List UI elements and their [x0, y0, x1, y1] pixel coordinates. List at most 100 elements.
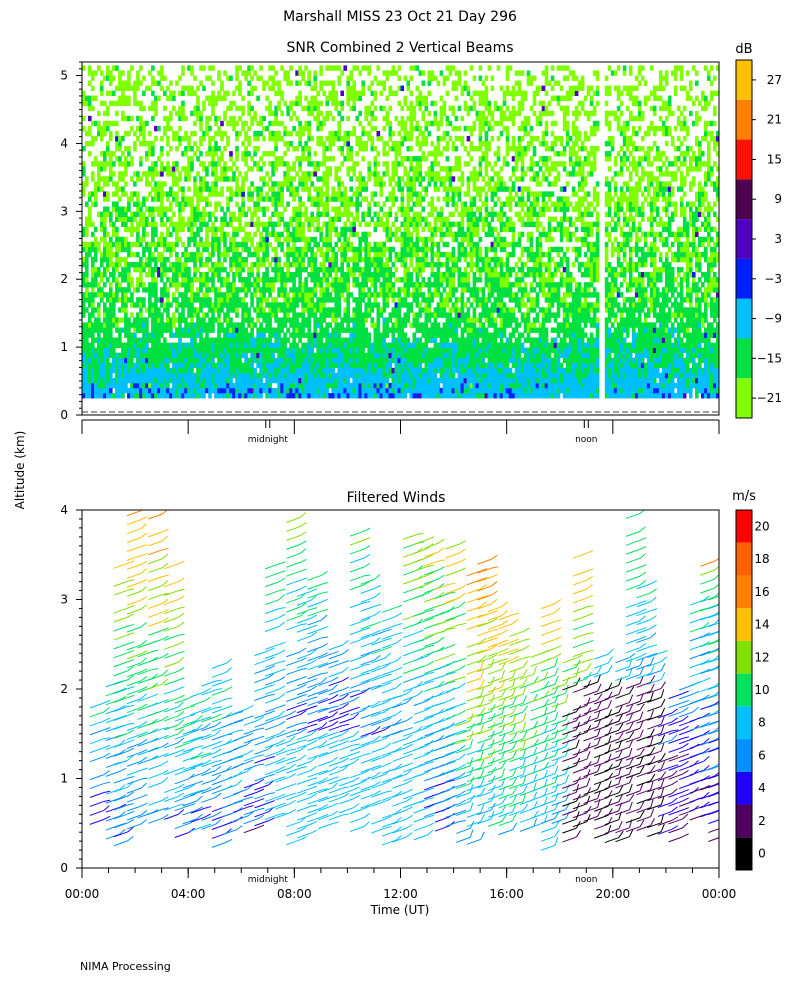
- snr-cell: [217, 292, 221, 298]
- snr-cell: [409, 105, 414, 112]
- snr-cell: [136, 262, 140, 268]
- snr-cell: [82, 256, 86, 263]
- snr-cell: [103, 151, 107, 157]
- snr-cell: [274, 115, 278, 122]
- snr-cell: [403, 282, 408, 288]
- snr-cell: [406, 226, 411, 233]
- snr-cell: [406, 342, 411, 348]
- snr-cell: [187, 156, 191, 162]
- snr-cell: [229, 362, 233, 369]
- snr-cell: [157, 236, 161, 243]
- snr-cell: [325, 393, 329, 399]
- snr-cell: [238, 206, 242, 212]
- snr-cell: [391, 372, 396, 379]
- snr-cell: [328, 272, 332, 278]
- snr-cell: [244, 327, 248, 333]
- snr-cell: [109, 80, 113, 86]
- snr-cell: [397, 292, 402, 298]
- snr-cell: [382, 277, 387, 283]
- snr-cell: [322, 362, 326, 369]
- snr-cell: [388, 357, 393, 364]
- snr-cell: [322, 191, 326, 197]
- snr-cell: [289, 382, 293, 389]
- snr-cell: [277, 307, 281, 313]
- snr-cell: [181, 85, 185, 91]
- snr-cell: [127, 85, 131, 91]
- snr-cell: [286, 251, 290, 258]
- snr-cell: [355, 90, 359, 96]
- snr-cell: [265, 241, 269, 248]
- snr-cell: [232, 251, 236, 258]
- snr-cell: [244, 70, 248, 76]
- snr-cell: [346, 312, 350, 318]
- snr-cell: [334, 312, 338, 318]
- snr-cell: [364, 105, 368, 112]
- snr-cell: [82, 372, 86, 379]
- snr-cell: [382, 105, 387, 112]
- snr-cell: [397, 337, 402, 343]
- snr-cell: [211, 231, 215, 238]
- snr-cell: [334, 342, 338, 348]
- snr-cell: [226, 307, 230, 313]
- snr-cell: [388, 292, 393, 298]
- snr-cell: [415, 287, 420, 293]
- snr-cell: [175, 136, 179, 142]
- snr-cell: [388, 282, 393, 288]
- snr-cell: [367, 393, 371, 399]
- snr-cell: [163, 337, 167, 343]
- snr-cell: [175, 287, 179, 293]
- snr-cell: [331, 317, 335, 323]
- snr-cell: [205, 387, 209, 394]
- snr-cell: [220, 393, 224, 399]
- snr-heatmap: [82, 65, 719, 413]
- snr-cell: [154, 166, 158, 172]
- snr-cell: [328, 367, 332, 374]
- snr-cell: [280, 287, 284, 293]
- snr-cell: [211, 95, 215, 101]
- snr-cell: [271, 246, 275, 253]
- snr-cell: [385, 357, 390, 364]
- snr-cell: [223, 110, 227, 117]
- snr-cell: [187, 171, 191, 177]
- snr-cell: [85, 181, 89, 187]
- snr-cell: [310, 85, 314, 91]
- snr-cell: [253, 136, 257, 142]
- snr-cell: [298, 267, 302, 273]
- snr-cell: [154, 347, 158, 353]
- snr-cell: [304, 297, 308, 303]
- snr-cell: [286, 357, 290, 364]
- snr-cell: [118, 357, 122, 364]
- snr-cell: [382, 382, 387, 389]
- snr-cell: [298, 357, 302, 364]
- snr-cell: [235, 226, 239, 233]
- snr-cell: [145, 342, 149, 348]
- snr-cell: [334, 337, 338, 343]
- snr-cell: [415, 166, 420, 172]
- snr-cell: [256, 357, 260, 364]
- snr-cell: [316, 393, 320, 399]
- snr-cell: [298, 312, 302, 318]
- snr-cell: [238, 130, 242, 137]
- snr-cell: [136, 372, 140, 379]
- snr-cell: [310, 367, 314, 374]
- snr-cell: [247, 166, 251, 172]
- snr-cell: [376, 377, 381, 384]
- snr-cell: [397, 327, 402, 333]
- snr-cell: [337, 297, 341, 303]
- snr-cell: [133, 342, 137, 348]
- snr-cell: [190, 146, 194, 152]
- snr-cell: [322, 317, 326, 323]
- snr-cell: [103, 226, 107, 233]
- snr-cell: [310, 267, 314, 273]
- snr-cell: [211, 322, 215, 328]
- snr-cell: [331, 387, 335, 394]
- snr-cell: [319, 262, 323, 268]
- snr-cell: [295, 130, 299, 137]
- snr-cell: [400, 186, 405, 192]
- snr-cell: [160, 85, 164, 91]
- snr-cell: [328, 130, 332, 137]
- snr-cell: [199, 387, 203, 394]
- snr-cell: [415, 201, 420, 207]
- snr-cell: [343, 256, 347, 263]
- snr-cell: [202, 282, 206, 288]
